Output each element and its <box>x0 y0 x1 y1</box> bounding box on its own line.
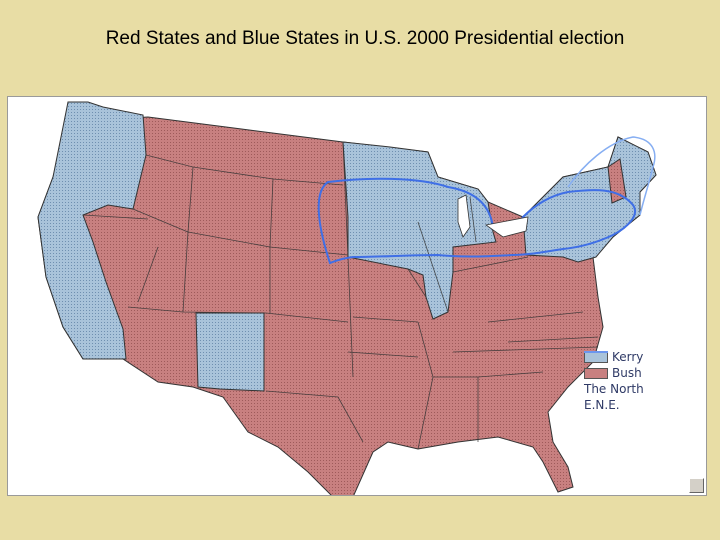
legend-label-bush: Bush <box>612 366 642 380</box>
legend-label-kerry: Kerry <box>612 350 644 364</box>
legend-row-bush: Bush <box>584 365 704 381</box>
line-the-north <box>317 177 636 265</box>
slide-title: Red States and Blue States in U.S. 2000 … <box>105 28 625 49</box>
bush-swatch <box>584 367 608 379</box>
region-kerry-midwest <box>342 141 497 320</box>
legend-row-north: The North <box>584 351 704 397</box>
legend-label-ene: E.N.E. <box>584 398 620 412</box>
legend-label-north: The North <box>584 382 644 396</box>
region-kerry-west <box>37 101 147 360</box>
ene-line-swatch <box>584 351 608 353</box>
legend-row-ene: E.N.E. <box>584 351 704 413</box>
resize-grip[interactable] <box>689 478 704 493</box>
map-frame: Kerry Bush The North E.N.E. <box>7 96 707 496</box>
region-kerry-northeast <box>522 136 657 263</box>
state-borders <box>82 141 599 450</box>
great-lakes <box>457 194 471 238</box>
great-lakes-2 <box>484 216 529 238</box>
us-map <box>37 101 657 495</box>
region-kerry-nm <box>195 312 265 392</box>
map-legend: Kerry Bush The North E.N.E. <box>584 349 704 413</box>
line-ene <box>567 136 656 216</box>
